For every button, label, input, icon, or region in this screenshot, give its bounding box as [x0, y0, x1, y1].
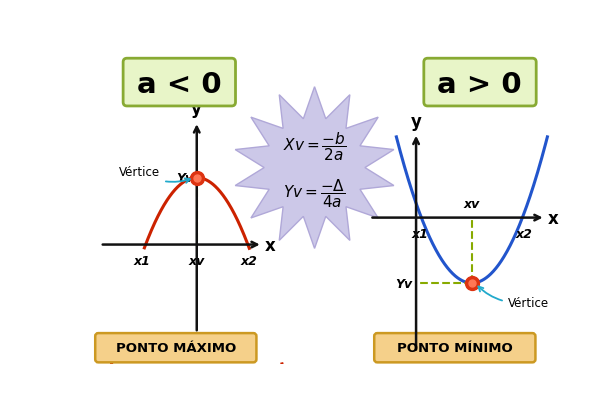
Text: PONTO MÁXIMO: PONTO MÁXIMO — [116, 342, 236, 354]
Text: x1: x1 — [133, 254, 150, 267]
Text: Vértice: Vértice — [120, 166, 190, 183]
Text: y: y — [191, 100, 202, 118]
Text: xv: xv — [464, 198, 480, 210]
Text: x1: x1 — [411, 227, 428, 240]
FancyBboxPatch shape — [374, 333, 535, 362]
Text: Yv: Yv — [395, 277, 412, 290]
Text: $Xv = \dfrac{-b}{2a}$: $Xv = \dfrac{-b}{2a}$ — [283, 130, 346, 163]
Text: xv: xv — [189, 254, 205, 267]
Text: $Yv = \dfrac{-\Delta}{4a}$: $Yv = \dfrac{-\Delta}{4a}$ — [283, 176, 346, 209]
Text: Vértice: Vértice — [478, 287, 549, 309]
Text: Yv: Yv — [176, 172, 193, 184]
Text: x2: x2 — [241, 254, 258, 267]
Text: y: y — [411, 112, 422, 130]
Text: x2: x2 — [516, 227, 532, 240]
FancyBboxPatch shape — [424, 59, 536, 107]
FancyBboxPatch shape — [123, 59, 235, 107]
Text: x: x — [548, 209, 558, 227]
Text: PONTO MÍNIMO: PONTO MÍNIMO — [397, 342, 512, 354]
Text: x: x — [265, 236, 276, 254]
Text: a < 0: a < 0 — [137, 70, 221, 99]
FancyBboxPatch shape — [95, 333, 256, 362]
Text: a > 0: a > 0 — [437, 70, 522, 99]
Polygon shape — [235, 88, 394, 249]
